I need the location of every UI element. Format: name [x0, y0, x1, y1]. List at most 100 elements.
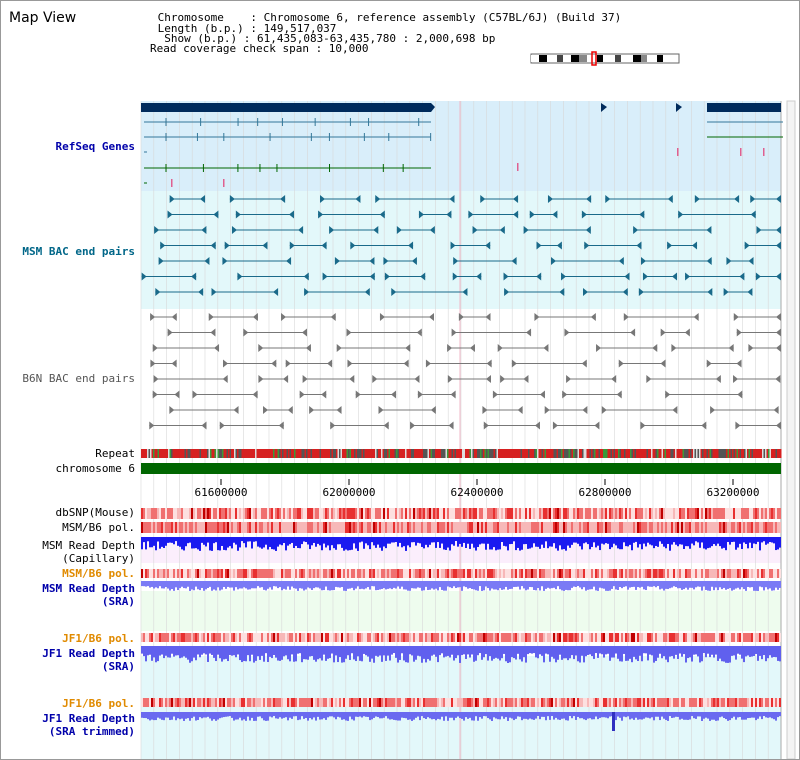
jf1-sra-depth-bar: [183, 646, 185, 657]
pol-heat-cell: [189, 522, 191, 533]
msm-sra-depth-bar: [583, 581, 585, 588]
msm-bac-pair-end: [373, 226, 379, 234]
jf1-sra-depth-bar: [241, 646, 243, 663]
msm-capillary-depth-bar: [481, 537, 483, 544]
jf1-sra-depth-bar: [299, 646, 301, 654]
msm-capillary-depth-bar: [153, 537, 155, 546]
pol-heat-cell: [543, 698, 545, 707]
pol-heat-cell: [313, 508, 315, 519]
jf1-trimmed-depth-bar: [205, 712, 207, 718]
repeat-segment: [345, 449, 347, 458]
b6n-bac-pair-end: [214, 344, 220, 352]
jf1-sra-depth-bar: [571, 646, 573, 656]
b6n-bac-pair-end: [458, 313, 464, 321]
repeat-segment: [166, 449, 168, 458]
pol-heat-cell: [643, 508, 645, 519]
jf1-sra-depth-bar: [233, 646, 235, 656]
jf1-trimmed-depth-bar: [601, 712, 603, 718]
refseq-genes-label[interactable]: RefSeq Genes: [55, 140, 135, 153]
pol-heat-cell: [617, 508, 619, 519]
pol-heat-cell: [515, 508, 517, 519]
repeat-segment: [271, 449, 273, 458]
b6n-bac-pair-end: [150, 313, 156, 321]
jf1-sra-depth-bar: [779, 646, 781, 662]
pol-heat-cell: [361, 508, 363, 519]
pol-heat-cell: [721, 698, 723, 707]
pol-heat-cell: [695, 698, 697, 707]
ideogram-band: [579, 55, 587, 62]
pol-heat-cell: [499, 508, 501, 519]
jf1-trimmed-depth-bar: [637, 712, 639, 720]
pol-heat-cell: [331, 633, 333, 642]
pol-heat-cell: [721, 633, 723, 642]
pol-heat-cell: [291, 633, 293, 642]
msm-sra-depth-bar: [277, 581, 279, 589]
jf1-sra-depth-bar: [655, 646, 657, 661]
msm-sra-depth-bar: [517, 581, 519, 587]
pol-heat-cell: [275, 522, 277, 533]
pol-heat-cell: [753, 508, 755, 519]
jf1-sra-depth-bar: [141, 646, 143, 654]
msm-capillary-depth-bar: [707, 537, 709, 549]
pol-heat-cell: [329, 569, 331, 578]
msm-sra-depth-bar: [173, 581, 175, 591]
pol-heat-cell: [223, 633, 225, 642]
pol-heat-cell: [225, 508, 227, 519]
msm-capillary-depth-bar: [349, 537, 351, 551]
axis-tick-label: 62800000: [579, 486, 632, 499]
pol-heat-cell: [245, 522, 247, 533]
pol-heat-cell: [265, 508, 267, 519]
msm-bac-label[interactable]: MSM BAC end pairs: [22, 245, 135, 258]
msm-sra-depth-bar: [151, 581, 153, 587]
pol-heat-cell: [597, 508, 599, 519]
repeat-segment: [466, 449, 468, 458]
pol-heat-cell: [415, 569, 417, 578]
pol-heat-cell: [145, 522, 147, 533]
msm-sra-depth-bar: [379, 581, 381, 590]
repeat-segment: [564, 449, 566, 458]
b6n-bac-pair-end: [630, 328, 636, 337]
pol-heat-cell: [495, 698, 497, 707]
jf1-sra-depth-bar: [663, 646, 665, 657]
jf1-sra-depth-bar: [757, 646, 759, 661]
pol-heat-cell: [197, 569, 199, 578]
repeat-segment: [442, 449, 444, 458]
pol-heat-cell: [499, 633, 501, 642]
msm-sra-depth-bar: [279, 581, 281, 588]
pol-heat-cell: [517, 698, 519, 707]
pol-heat-cell: [755, 633, 757, 642]
pol-heat-cell: [747, 522, 749, 533]
msm-capillary-depth-bar: [161, 537, 163, 547]
pol-heat-cell: [383, 522, 385, 533]
pol-heat-cell: [515, 698, 517, 707]
b6n-bac-pair-end: [652, 344, 658, 352]
pol-heat-cell: [607, 569, 609, 578]
jf1-trimmed-depth-bar: [711, 712, 713, 720]
b6n-bac-label[interactable]: B6N BAC end pairs: [22, 372, 135, 385]
pol-heat-cell: [471, 508, 473, 519]
pol-heat-cell: [603, 633, 605, 642]
pol-heat-cell: [729, 698, 731, 707]
jf1-trimmed-depth-bar: [283, 712, 285, 718]
msm-bac-pair-end: [685, 272, 691, 281]
repeat-segment: [219, 449, 221, 458]
repeat-segment: [244, 449, 246, 458]
pol-heat-cell: [243, 522, 245, 533]
jf1-trimmed-depth-bar: [151, 712, 153, 720]
msm-capillary-depth-bar: [561, 537, 563, 550]
pol-heat-cell: [387, 569, 389, 578]
repeat-segment: [714, 449, 716, 458]
msm-sra-depth-bar: [287, 581, 289, 587]
msm-sra-depth-bar: [389, 581, 391, 589]
msm-bac-pair-end: [391, 288, 397, 296]
jf1-trimmed-depth-bar: [443, 712, 445, 721]
pol-heat-cell: [417, 633, 419, 642]
jf1-trimmed-depth-bar: [643, 712, 645, 719]
pol-heat-cell: [351, 522, 353, 533]
jf1-sra-depth-bar: [191, 646, 193, 662]
pol-heat-cell: [441, 698, 443, 707]
pol-heat-cell: [305, 522, 307, 533]
pol-heat-cell: [739, 569, 741, 578]
pol-heat-cell: [267, 569, 269, 578]
